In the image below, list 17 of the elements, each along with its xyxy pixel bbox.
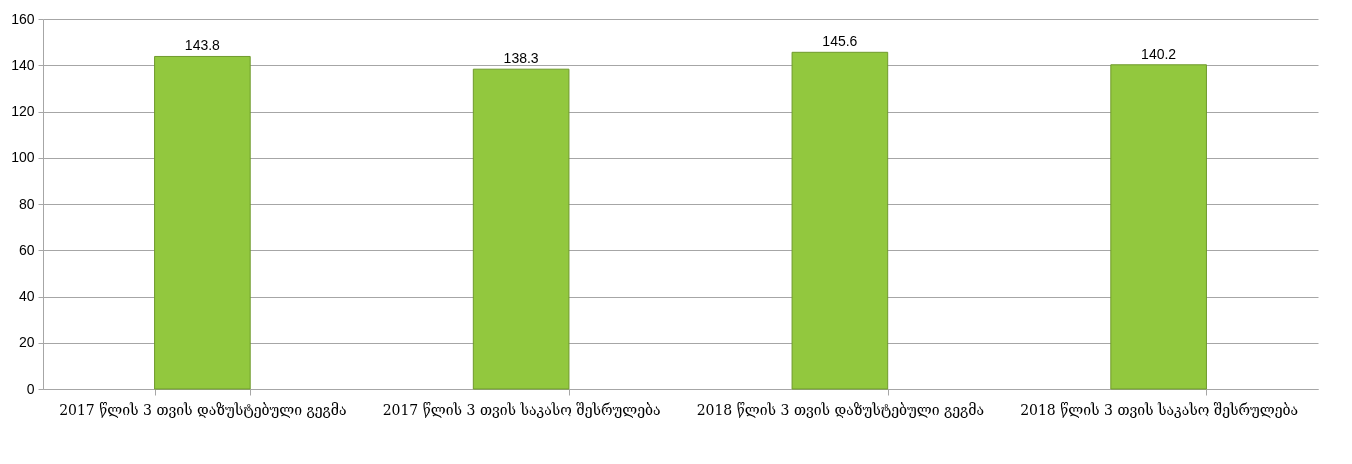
y-tick-label: 100	[11, 149, 35, 166]
y-tick-label: 120	[11, 103, 35, 119]
y-tick-label: 140	[11, 56, 35, 73]
data-label: 143.8	[184, 37, 221, 54]
data-label: 138.3	[503, 50, 539, 67]
y-tick-label: 20	[18, 334, 35, 351]
x-tick-label: 2018 წლის 3 თვის დაზუსტებული გეგმა	[696, 401, 985, 418]
x-tick-label: 2018 წლის 3 თვის საკასო შესრულება	[1020, 401, 1299, 418]
y-tick-label: 160	[11, 10, 35, 27]
y-tick-label: 60	[18, 241, 35, 258]
data-label: 145.6	[822, 33, 858, 50]
y-tick-label: 40	[18, 288, 35, 304]
x-tick-label: 2017 წლის 3 თვის დაზუსტებული გეგმა	[59, 401, 347, 418]
y-tick-label: 0	[26, 380, 35, 397]
data-label: 140.2	[1141, 45, 1177, 62]
y-tick-label: 80	[18, 195, 35, 212]
x-tick-label: 2017 წლის 3 თვის საკასო შესრულება	[382, 401, 661, 418]
